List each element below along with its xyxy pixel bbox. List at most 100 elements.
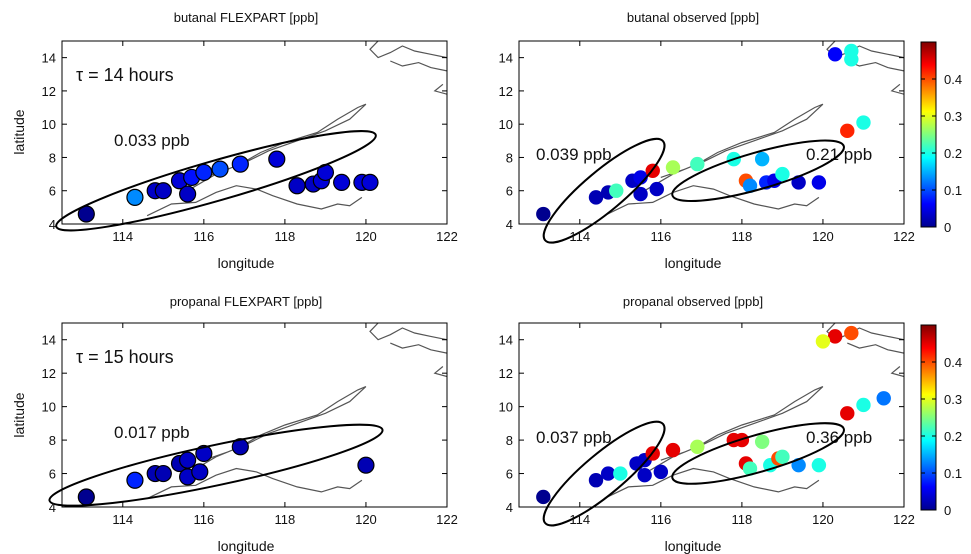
plot-area bbox=[536, 323, 904, 505]
tau-annotation: τ = 15 hours bbox=[76, 347, 174, 367]
coastline bbox=[603, 467, 820, 500]
panel-butanal-observed: butanal observed [ppb] longitude 0.039 p… bbox=[499, 10, 915, 271]
plot-frame bbox=[61, 40, 448, 225]
y-tick-label: 8 bbox=[506, 433, 513, 448]
coastline bbox=[433, 83, 447, 95]
data-point bbox=[811, 457, 827, 473]
data-points bbox=[536, 325, 891, 505]
data-point bbox=[665, 442, 681, 458]
x-tick-label: 120 bbox=[812, 512, 834, 527]
plot-frame bbox=[518, 40, 905, 225]
cluster-ellipse bbox=[55, 130, 377, 232]
data-points bbox=[77, 150, 379, 223]
x-tick-label: 120 bbox=[812, 229, 834, 244]
x-tick-label: 116 bbox=[650, 512, 671, 527]
data-point bbox=[268, 150, 286, 168]
y-tick-label: 6 bbox=[506, 184, 513, 199]
y-tick-label: 14 bbox=[42, 51, 56, 66]
data-point bbox=[191, 463, 209, 481]
y-tick-label: 8 bbox=[49, 150, 56, 165]
coastline bbox=[390, 342, 447, 354]
panel-propanal-flexpart: propanal FLEXPART [ppb] longitude latitu… bbox=[11, 294, 458, 554]
plot-area bbox=[77, 323, 447, 506]
data-point bbox=[211, 160, 229, 178]
x-tick-label: 116 bbox=[650, 229, 671, 244]
y-tick-label: 10 bbox=[499, 400, 513, 415]
y-tick-label: 14 bbox=[499, 333, 513, 348]
data-point bbox=[613, 466, 628, 481]
coastline bbox=[603, 185, 820, 217]
panel-title: butanal FLEXPART [ppb] bbox=[174, 10, 319, 25]
data-point bbox=[633, 186, 648, 202]
data-point bbox=[333, 173, 351, 192]
colorbar-tick-label: 0 bbox=[944, 220, 951, 235]
data-point bbox=[775, 449, 790, 465]
coastline bbox=[390, 60, 447, 72]
data-point bbox=[288, 177, 306, 195]
data-point bbox=[840, 406, 855, 421]
colorbar-top: 0 0.1 0.2 0.3 0.4 bbox=[920, 41, 962, 235]
plot-area bbox=[77, 41, 447, 223]
colorbar-tick-label: 0.3 bbox=[944, 392, 962, 407]
plot-frame bbox=[518, 322, 905, 508]
colorbar-tick-label: 0.1 bbox=[944, 466, 962, 481]
data-point bbox=[154, 182, 172, 200]
data-point bbox=[827, 329, 843, 344]
panel-butanal-flexpart: butanal FLEXPART [ppb] longitude latitud… bbox=[11, 10, 458, 271]
data-point bbox=[126, 188, 144, 206]
colorbar-tick-label: 0 bbox=[944, 503, 951, 518]
colorbar-gradient bbox=[920, 324, 937, 511]
x-axis-label: longitude bbox=[218, 255, 275, 271]
data-point bbox=[179, 185, 197, 203]
data-point bbox=[126, 471, 144, 489]
data-point bbox=[742, 461, 758, 476]
plot-frame bbox=[61, 322, 448, 508]
y-tick-label: 6 bbox=[506, 467, 513, 482]
y-tick-label: 8 bbox=[49, 433, 56, 448]
cluster-ellipse bbox=[542, 137, 666, 244]
y-tick-label: 6 bbox=[49, 467, 56, 482]
data-point bbox=[609, 183, 624, 198]
x-tick-label: 114 bbox=[112, 512, 133, 527]
data-point bbox=[840, 123, 855, 139]
ellipse-value-annotation: 0.017 ppb bbox=[114, 423, 190, 442]
colorbar-tick-label: 0.2 bbox=[944, 146, 962, 161]
x-tick-label: 116 bbox=[193, 512, 214, 527]
data-point bbox=[844, 325, 859, 341]
colorbar-tick-label: 0.2 bbox=[944, 429, 962, 444]
data-point bbox=[536, 489, 551, 505]
y-tick-label: 4 bbox=[49, 217, 56, 232]
y-tick-label: 10 bbox=[42, 400, 56, 415]
data-point bbox=[231, 155, 249, 173]
data-point bbox=[637, 468, 652, 483]
x-tick-label: 122 bbox=[436, 512, 458, 527]
panel-title: butanal observed [ppb] bbox=[627, 10, 759, 25]
cluster-ellipse bbox=[542, 420, 666, 527]
y-tick-label: 4 bbox=[49, 500, 56, 515]
ellipse-value-annotation: 0.033 ppb bbox=[114, 131, 190, 150]
data-point bbox=[649, 181, 664, 197]
coastline bbox=[187, 386, 367, 475]
coastline bbox=[146, 185, 363, 217]
data-point bbox=[844, 52, 859, 67]
data-point bbox=[690, 439, 705, 454]
cluster-ellipse bbox=[48, 423, 384, 507]
x-axis-label: longitude bbox=[665, 538, 722, 554]
y-tick-label: 12 bbox=[499, 84, 513, 99]
coastline bbox=[890, 366, 904, 378]
data-point bbox=[361, 173, 379, 192]
data-point bbox=[811, 175, 827, 190]
y-axis-label: latitude bbox=[11, 109, 27, 154]
data-point bbox=[754, 434, 770, 449]
data-point bbox=[154, 464, 172, 483]
ellipse-value-annotation: 0.039 ppb bbox=[536, 145, 612, 164]
data-point bbox=[742, 178, 758, 193]
colorbar-tick-label: 0.1 bbox=[944, 183, 962, 198]
y-tick-label: 14 bbox=[42, 333, 56, 348]
coastline bbox=[847, 342, 904, 354]
x-tick-label: 114 bbox=[569, 229, 590, 244]
tau-annotation: τ = 14 hours bbox=[76, 65, 174, 85]
colorbar-tick-label: 0.3 bbox=[944, 109, 962, 124]
data-point bbox=[179, 451, 197, 469]
data-point bbox=[588, 190, 604, 205]
